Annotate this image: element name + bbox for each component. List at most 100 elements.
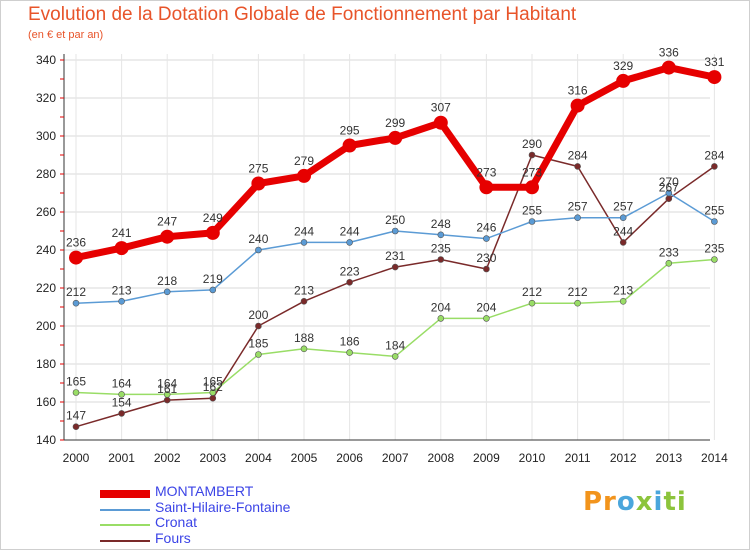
x-tick-label: 2004 [245, 451, 272, 465]
data-point [118, 410, 125, 417]
chart-title: Evolution de la Dotation Globale de Fonc… [28, 4, 577, 25]
data-point [616, 73, 631, 88]
x-tick-label: 2011 [565, 451, 591, 465]
data-label: 223 [340, 264, 360, 278]
data-point [483, 315, 490, 322]
data-point [346, 278, 353, 286]
data-label: 307 [431, 101, 451, 115]
legend-label: MONTAMBERT [155, 483, 254, 499]
data-label: 212 [522, 285, 542, 299]
data-point [574, 214, 581, 221]
data-label: 246 [476, 221, 496, 235]
data-point [160, 229, 175, 244]
data-point [528, 151, 536, 159]
data-label: 200 [248, 308, 268, 322]
data-label: 250 [385, 213, 405, 227]
data-point [665, 195, 673, 202]
data-point [665, 189, 673, 197]
x-tick-label: 2005 [291, 451, 318, 465]
legend-swatch [100, 524, 150, 526]
data-point [711, 163, 718, 170]
data-label: 213 [112, 283, 132, 297]
data-label: 284 [568, 148, 588, 162]
data-point [391, 353, 399, 360]
data-point [255, 246, 262, 254]
x-tick-label: 2006 [336, 451, 363, 465]
data-point [163, 288, 171, 296]
data-point [437, 231, 445, 239]
data-label: 186 [340, 335, 360, 349]
data-label: 255 [522, 204, 542, 218]
data-label: 218 [157, 274, 177, 288]
data-label: 290 [522, 137, 542, 151]
data-label: 212 [568, 285, 588, 299]
y-tick-label: 140 [36, 433, 56, 447]
data-point [118, 297, 125, 305]
data-point [114, 241, 129, 256]
y-tick-label: 280 [36, 167, 56, 181]
data-point [433, 115, 448, 130]
data-label: 213 [613, 283, 633, 297]
data-point [300, 345, 308, 353]
data-label: 240 [248, 232, 268, 246]
x-tick-label: 2002 [154, 451, 181, 465]
data-point [72, 423, 80, 431]
data-point [205, 225, 220, 240]
data-point [300, 297, 308, 305]
data-point [707, 70, 722, 85]
data-label: 336 [659, 46, 679, 60]
data-label: 295 [340, 124, 360, 138]
data-label: 299 [385, 116, 405, 130]
legend-swatch [100, 539, 150, 542]
data-label: 233 [659, 245, 679, 259]
y-tick-label: 320 [36, 91, 56, 105]
legend-swatch [100, 490, 150, 498]
data-point [483, 235, 490, 242]
data-point [209, 389, 217, 396]
data-point [661, 60, 676, 75]
data-label: 235 [431, 242, 451, 256]
x-tick-label: 2013 [655, 451, 682, 465]
data-point [711, 218, 718, 225]
y-tick-label: 300 [36, 129, 56, 143]
data-label: 230 [476, 251, 496, 265]
data-label: 275 [248, 162, 268, 176]
data-label: 165 [66, 375, 86, 389]
data-point [619, 239, 627, 246]
plot-area [64, 54, 710, 440]
chart-subtitle: (en € et par an) [28, 29, 104, 41]
data-label: 212 [66, 285, 86, 299]
x-tick-label: 2000 [63, 451, 90, 465]
data-point [72, 389, 80, 396]
data-point [574, 299, 581, 307]
y-tick-label: 260 [36, 205, 56, 219]
data-label: 213 [294, 283, 314, 297]
data-point [619, 297, 627, 305]
data-point [69, 250, 83, 265]
data-point [483, 265, 490, 273]
data-label: 284 [704, 148, 724, 162]
data-point [574, 163, 581, 170]
data-point [72, 299, 80, 307]
data-label: 273 [522, 165, 542, 179]
data-label: 249 [203, 211, 223, 225]
x-tick-label: 2009 [473, 451, 500, 465]
data-point [163, 391, 171, 398]
x-tick-label: 2001 [108, 451, 135, 465]
data-label: 316 [568, 84, 588, 98]
data-label: 273 [476, 165, 496, 179]
data-label: 219 [203, 272, 223, 286]
data-label: 164 [112, 376, 132, 390]
legend-label: Saint-Hilaire-Fontaine [155, 498, 291, 515]
data-label: 244 [340, 224, 360, 238]
data-point [528, 218, 536, 225]
data-label: 331 [704, 55, 724, 69]
data-point [255, 322, 262, 330]
data-point [437, 315, 445, 322]
data-point [665, 259, 673, 267]
legend-swatch [100, 508, 150, 511]
data-point [528, 299, 536, 307]
data-point [255, 351, 262, 358]
data-point [711, 256, 718, 263]
data-label: 257 [568, 200, 588, 214]
